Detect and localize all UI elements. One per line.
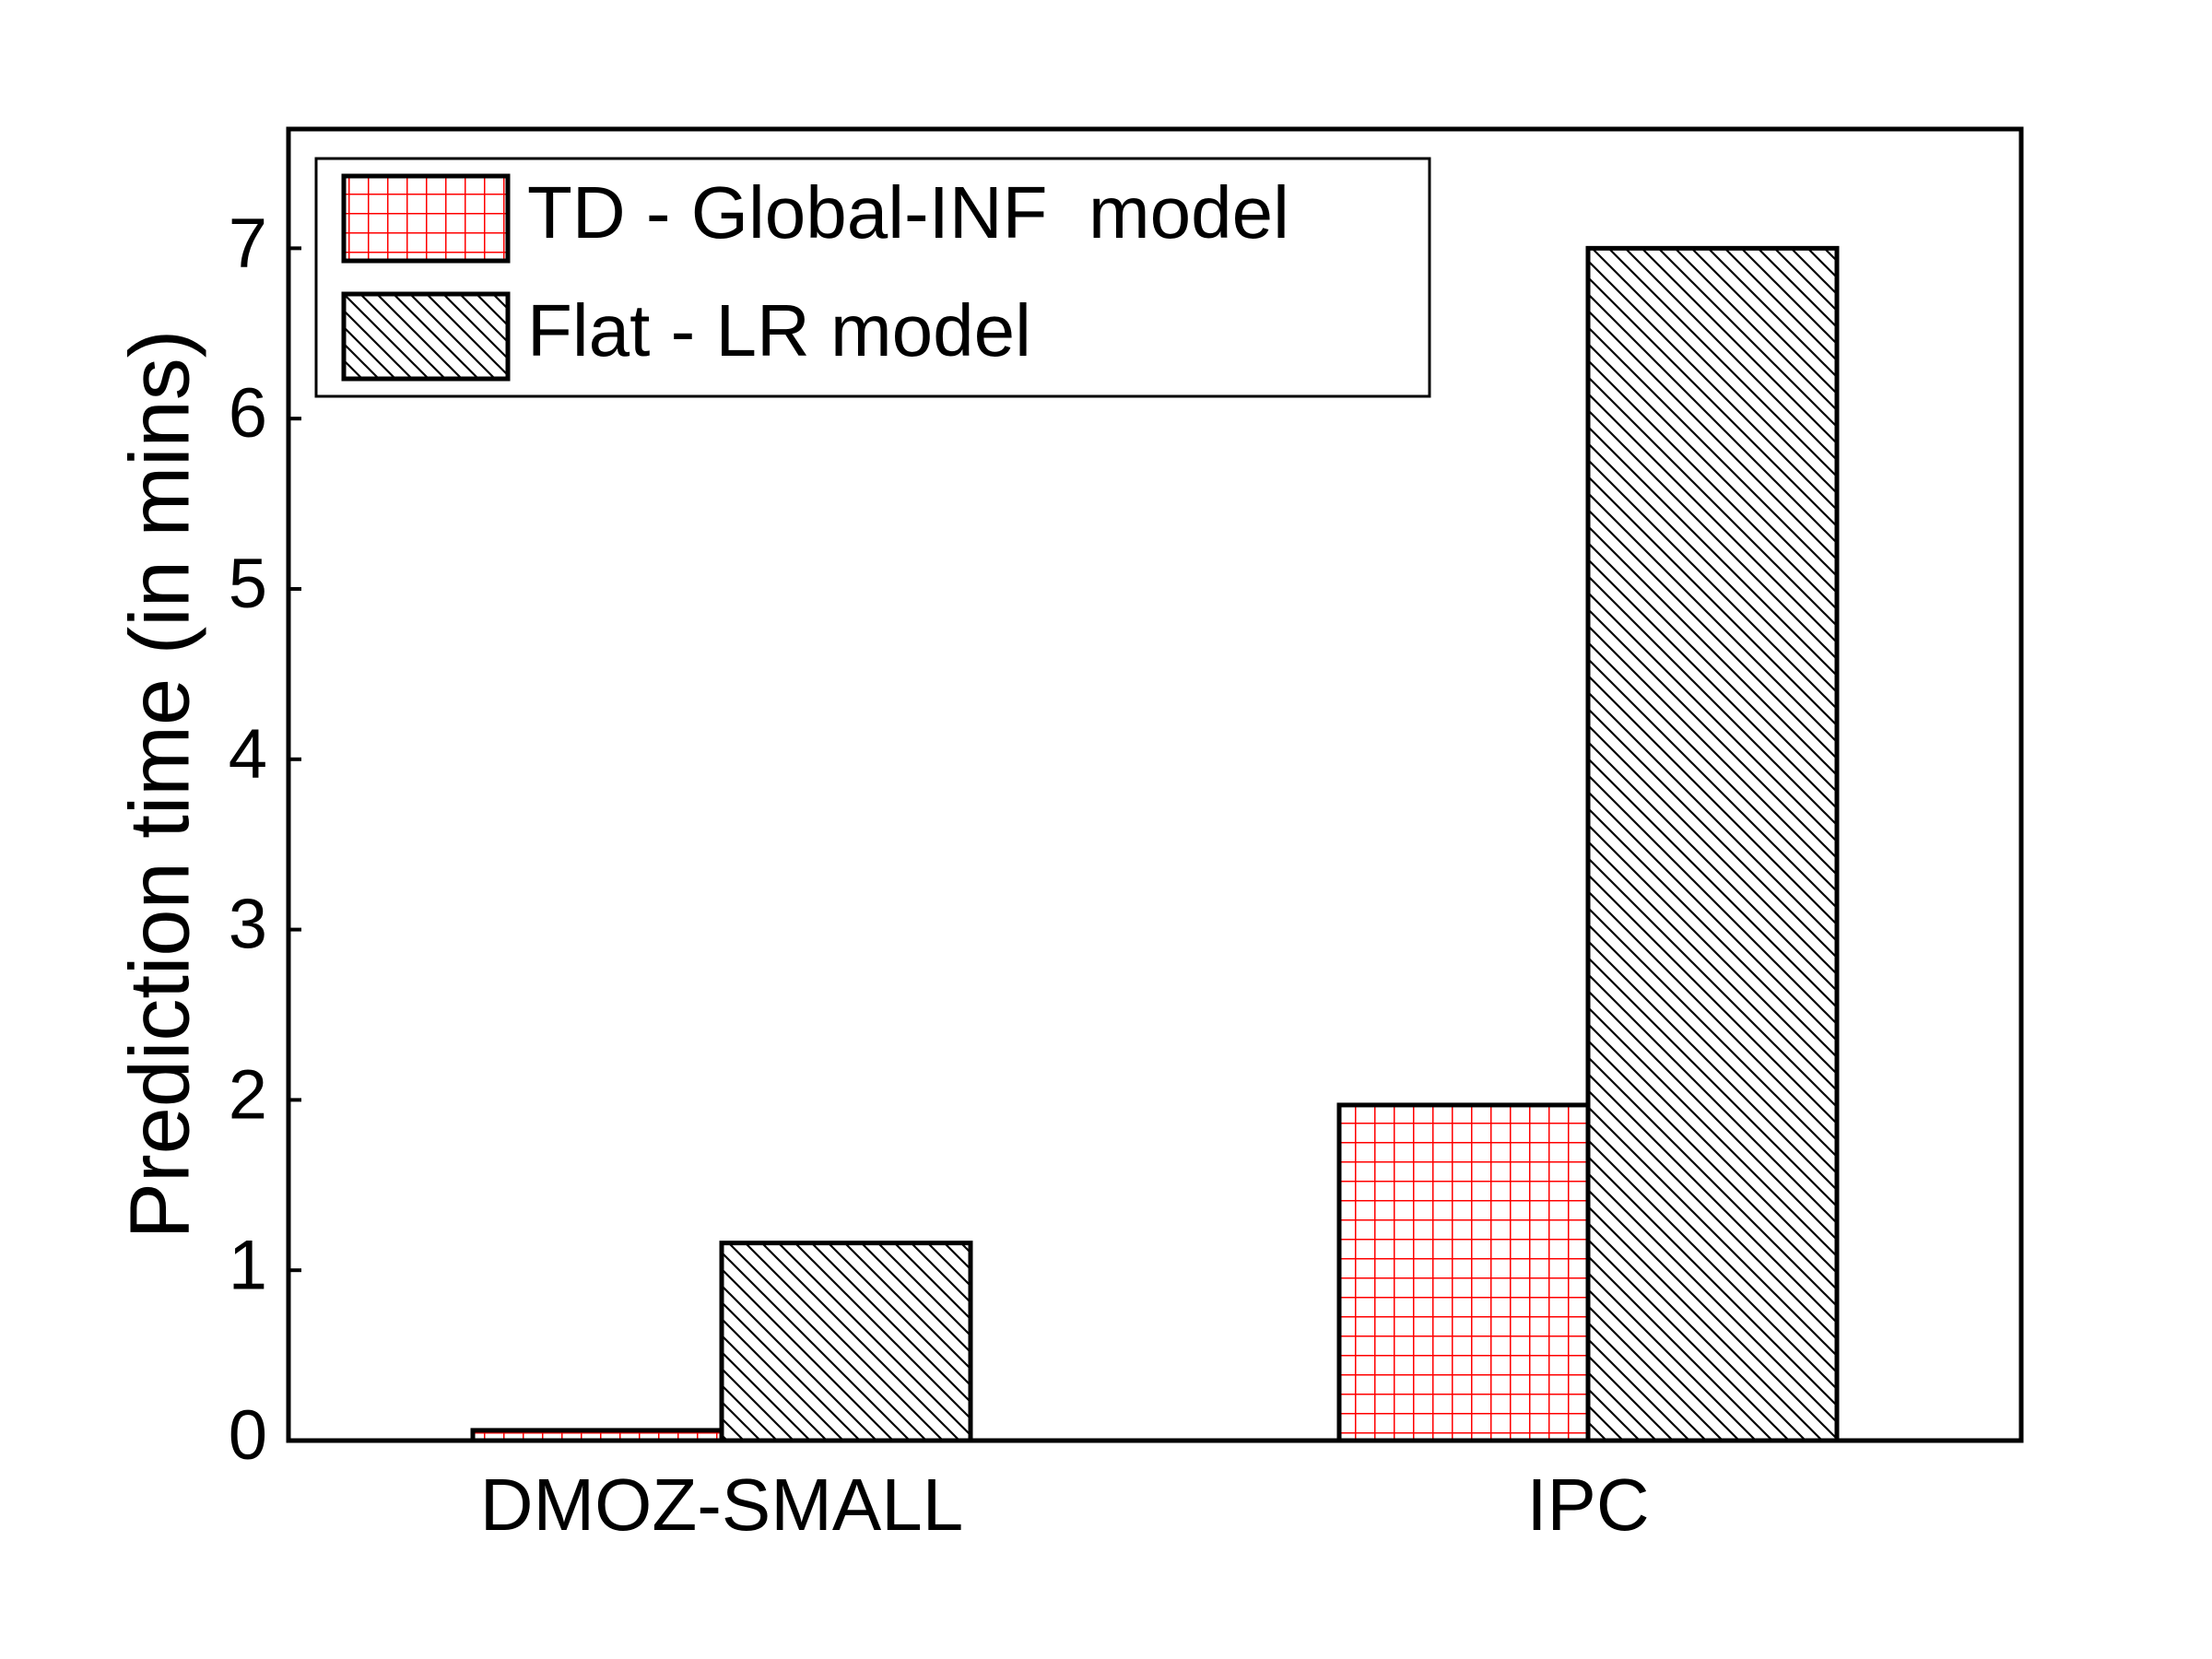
x-category-label-dmoz-small: DMOZ-SMALL [480,1464,964,1546]
bar-dmoz-small-series-2 [719,1241,973,1443]
y-tick-label: 1 [229,1226,267,1304]
y-tick-label: 5 [229,545,267,623]
y-axis-title: Prediction time (in mins) [112,330,206,1240]
bar-ipc-series-1 [1336,1102,1591,1443]
y-tick-label: 4 [229,715,267,794]
legend-swatch-series-2 [341,291,511,382]
legend-swatch-series-1 [341,173,511,264]
y-tick-label: 6 [229,374,267,453]
y-axis-ticks: 0 1 2 3 4 5 6 7 [229,204,301,1475]
x-axis-category-labels: DMOZ-SMALL IPC [480,1464,1650,1546]
bar-ipc-series-2 [1585,245,1840,1443]
y-tick-label: 0 [229,1396,267,1475]
legend-label-series-1: TD - Global-INF model [527,171,1289,253]
plot-area-frame [286,126,2024,1443]
y-tick-label: 2 [229,1055,267,1134]
x-category-label-ipc: IPC [1526,1464,1649,1546]
legend-label-series-2: Flat - LR model [527,289,1031,371]
y-tick-label: 3 [229,886,267,964]
legend: TD - Global-INF model Flat - LR model [314,157,1431,398]
bars-group [470,245,1840,1443]
y-tick-label: 7 [229,204,267,282]
